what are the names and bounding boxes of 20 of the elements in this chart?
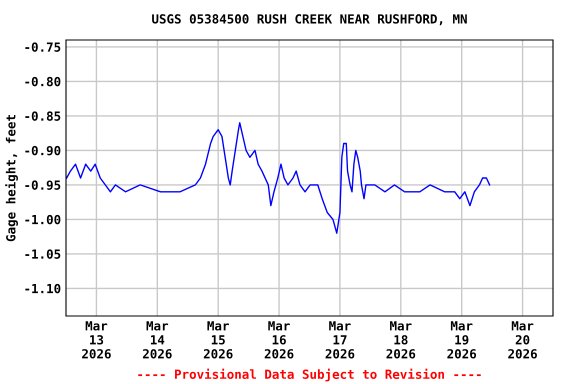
x-tick-label: Mar 15 2026	[204, 321, 233, 359]
line-series	[66, 122, 490, 234]
x-tick-label: Mar 18 2026	[386, 321, 416, 359]
y-tick-label: -1.00	[25, 214, 60, 224]
y-axis-title: Gage height, feet	[5, 115, 18, 242]
y-tick-label: -1.05	[25, 249, 60, 259]
y-tick-label: -1.10	[25, 284, 60, 294]
x-tick-label: Mar 14 2026	[142, 321, 172, 359]
y-tick-label: -0.90	[25, 146, 60, 156]
x-tick-label: Mar 13 2026	[82, 321, 111, 359]
x-tick-label: Mar 16 2026	[264, 321, 294, 359]
y-tick-label: -0.95	[25, 180, 60, 190]
chart-title: USGS 05384500 RUSH CREEK NEAR RUSHFORD, MN	[152, 14, 467, 26]
y-tick-label: -0.80	[25, 76, 60, 86]
x-tick-label: Mar 20 2026	[508, 321, 537, 359]
y-tick-label: -0.75	[25, 42, 60, 52]
text: ---- Provisional Data Subject to Revision ----	[138, 368, 481, 382]
y-tick-label: -0.85	[25, 111, 60, 121]
x-tick-label: Mar 19 2026	[447, 321, 476, 359]
x-tick-label: Mar 17 2026	[326, 321, 354, 359]
